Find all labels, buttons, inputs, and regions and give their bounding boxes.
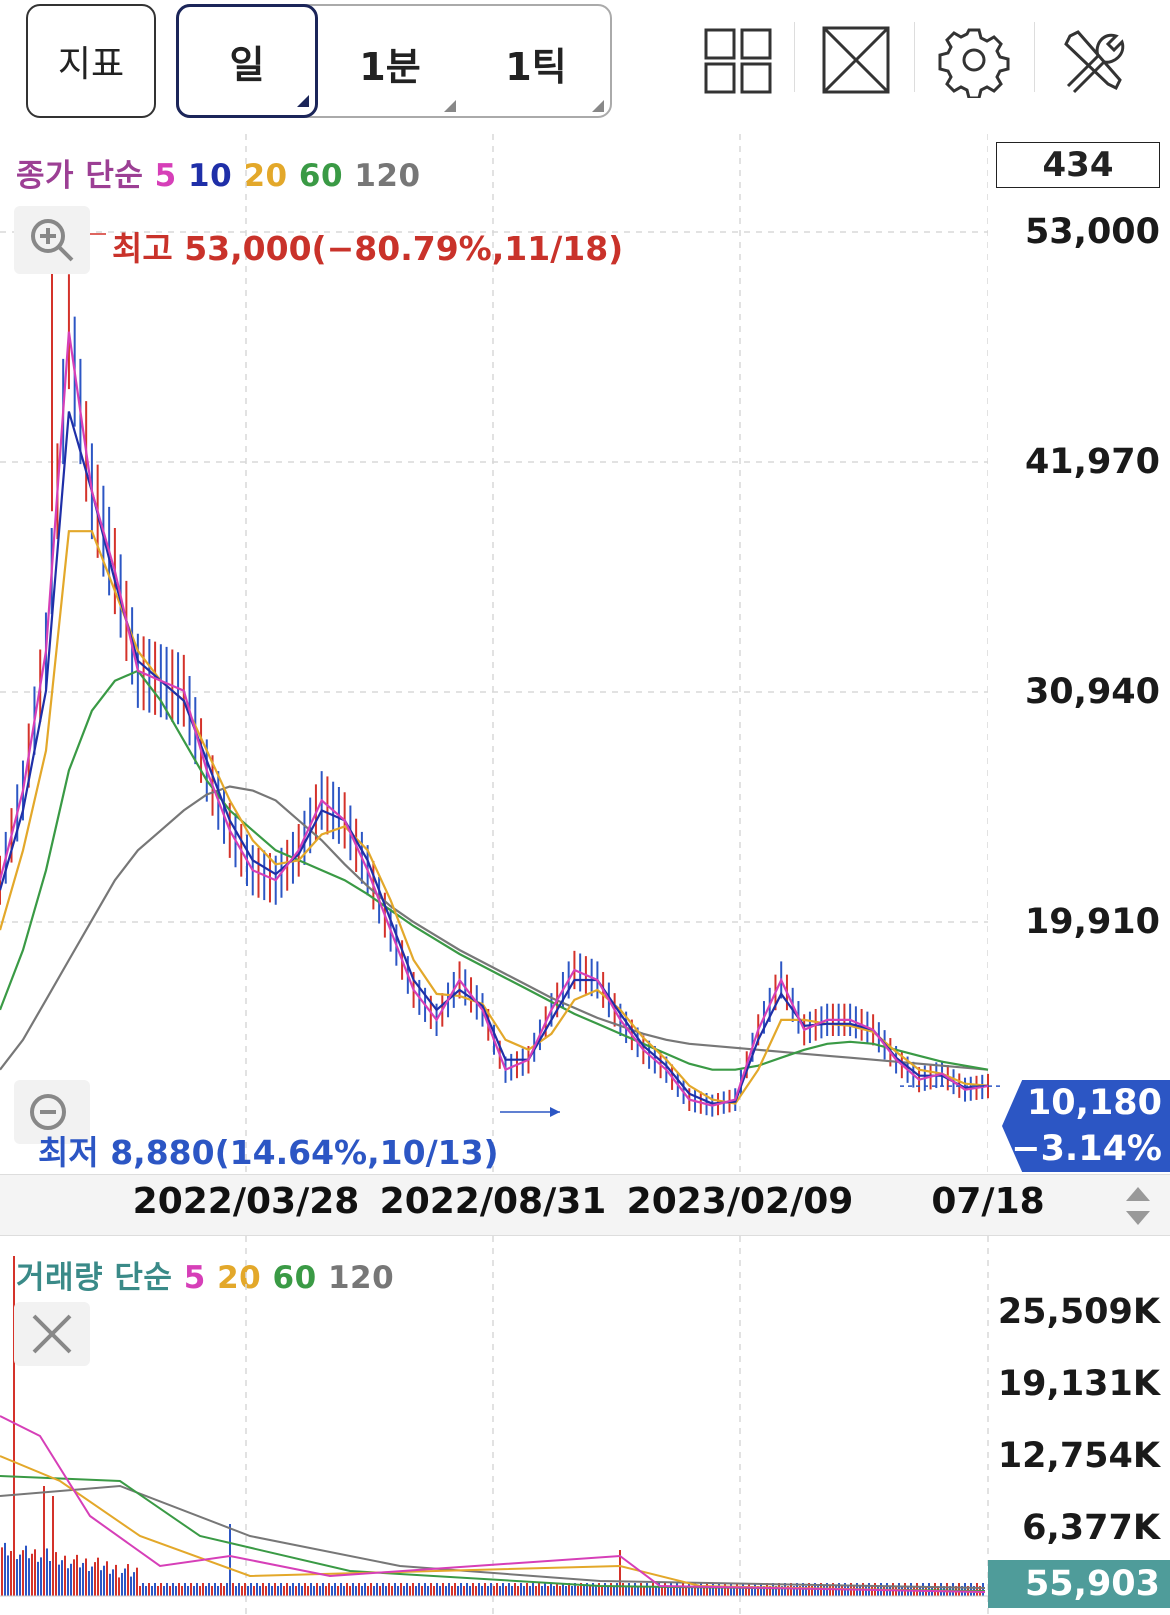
current-price: 10,180	[1026, 1083, 1162, 1123]
current-change: −3.14%	[1011, 1129, 1162, 1169]
volume-legend-prefix: 거래량 단순	[16, 1260, 173, 1296]
pane-resize-handle-icon[interactable]	[1124, 1185, 1152, 1227]
volume-legend-ma5: 5	[183, 1260, 206, 1296]
period-tick-tab[interactable]: 1틱	[462, 6, 610, 120]
price-axis-panel	[988, 134, 1170, 1174]
count-box: 434	[996, 142, 1160, 188]
current-volume-box: 55,903	[988, 1560, 1170, 1608]
price-chart-plot[interactable]	[0, 134, 1170, 1174]
zoom-out-button[interactable]	[14, 1080, 90, 1144]
volume-axis-tick: 6,377K	[1022, 1508, 1160, 1548]
volume-chart-pane[interactable]: 거래량 단순 5 20 60 120	[0, 1236, 1170, 1615]
date-tick: 07/18	[931, 1181, 1045, 1222]
zoom-out-icon	[30, 1094, 66, 1130]
close-icon	[32, 1314, 72, 1354]
zoom-in-icon	[31, 219, 74, 262]
volume-axis-tick: 12,754K	[997, 1436, 1160, 1476]
ma-line-5	[0, 331, 989, 1107]
date-tick: 2022/03/28	[132, 1181, 360, 1222]
period-day-tab[interactable]: 일	[176, 4, 318, 118]
tools-icon[interactable]	[1058, 22, 1134, 98]
date-axis[interactable]: 2022/03/28 2022/08/31 2023/02/09 07/18	[0, 1174, 1170, 1236]
period-minute-tab[interactable]: 1분	[318, 6, 462, 120]
volume-legend-ma20: 20	[217, 1260, 262, 1296]
volume-axis-tick: 25,509K	[997, 1292, 1160, 1332]
settings-gear-icon[interactable]	[936, 22, 1012, 98]
dropdown-corner-icon	[592, 100, 604, 112]
volume-legend-ma120: 120	[327, 1260, 395, 1296]
ma-line-10	[0, 411, 989, 1105]
zoom-in-button[interactable]	[14, 206, 90, 274]
volume-ma-legend: 거래량 단순 5 20 60 120	[16, 1252, 394, 1297]
high-label: 최고 53,000(−80.79%,11/18)	[112, 229, 624, 268]
divider	[794, 22, 795, 92]
divider	[914, 22, 915, 92]
ma-line-60	[0, 669, 989, 1071]
price-ma-legend: 종가 단순 5 10 20 60 120	[16, 150, 421, 195]
price-axis-tick: 53,000	[1024, 212, 1160, 252]
price-chart-pane[interactable]: 종가 단순 5 10 20 60 120	[0, 134, 1170, 1174]
period-minute-label: 1분	[359, 44, 421, 89]
price-legend-ma20: 20	[243, 158, 288, 194]
period-day-label: 일	[229, 42, 265, 87]
current-price-box: 10,180 −3.14%	[1002, 1080, 1170, 1172]
price-legend-prefix: 종가 단순	[16, 158, 144, 194]
volume-ma-line-3	[0, 1415, 986, 1593]
volume-chart-plot[interactable]	[0, 1236, 1170, 1615]
indicator-label: 지표	[57, 44, 125, 85]
toolbar: 지표 일 1분 1틱	[0, 0, 1170, 132]
date-tick: 2023/02/09	[626, 1181, 854, 1222]
dropdown-corner-icon	[297, 95, 309, 107]
grid-layout-icon[interactable]	[700, 22, 776, 98]
price-legend-ma5: 5	[154, 158, 177, 194]
price-axis-tick: 41,970	[1024, 442, 1160, 482]
period-selector: 일 1분 1틱	[176, 4, 612, 118]
ma-line-120	[0, 785, 989, 1071]
volume-axis-tick: 19,131K	[997, 1364, 1160, 1404]
dropdown-corner-icon	[444, 100, 456, 112]
volume-legend-ma60: 60	[272, 1260, 317, 1296]
period-tick-label: 1틱	[505, 44, 567, 89]
low-pointer-arrow	[550, 1107, 560, 1117]
close-volume-button[interactable]	[14, 1302, 90, 1366]
date-tick: 2022/08/31	[379, 1181, 607, 1222]
fullscreen-icon[interactable]	[818, 22, 894, 98]
price-legend-ma10: 10	[188, 158, 233, 194]
price-legend-ma120: 120	[354, 158, 421, 194]
indicator-button[interactable]: 지표	[26, 4, 156, 118]
price-legend-ma60: 60	[298, 158, 344, 194]
volume-ma-line-0	[0, 1484, 986, 1589]
low-label: 최저 8,880(14.64%,10/13)	[38, 1133, 499, 1172]
price-axis-tick: 19,910	[1024, 902, 1160, 942]
divider	[1034, 22, 1035, 92]
ma-line-20	[0, 530, 989, 1105]
price-axis-tick: 30,940	[1024, 672, 1160, 712]
